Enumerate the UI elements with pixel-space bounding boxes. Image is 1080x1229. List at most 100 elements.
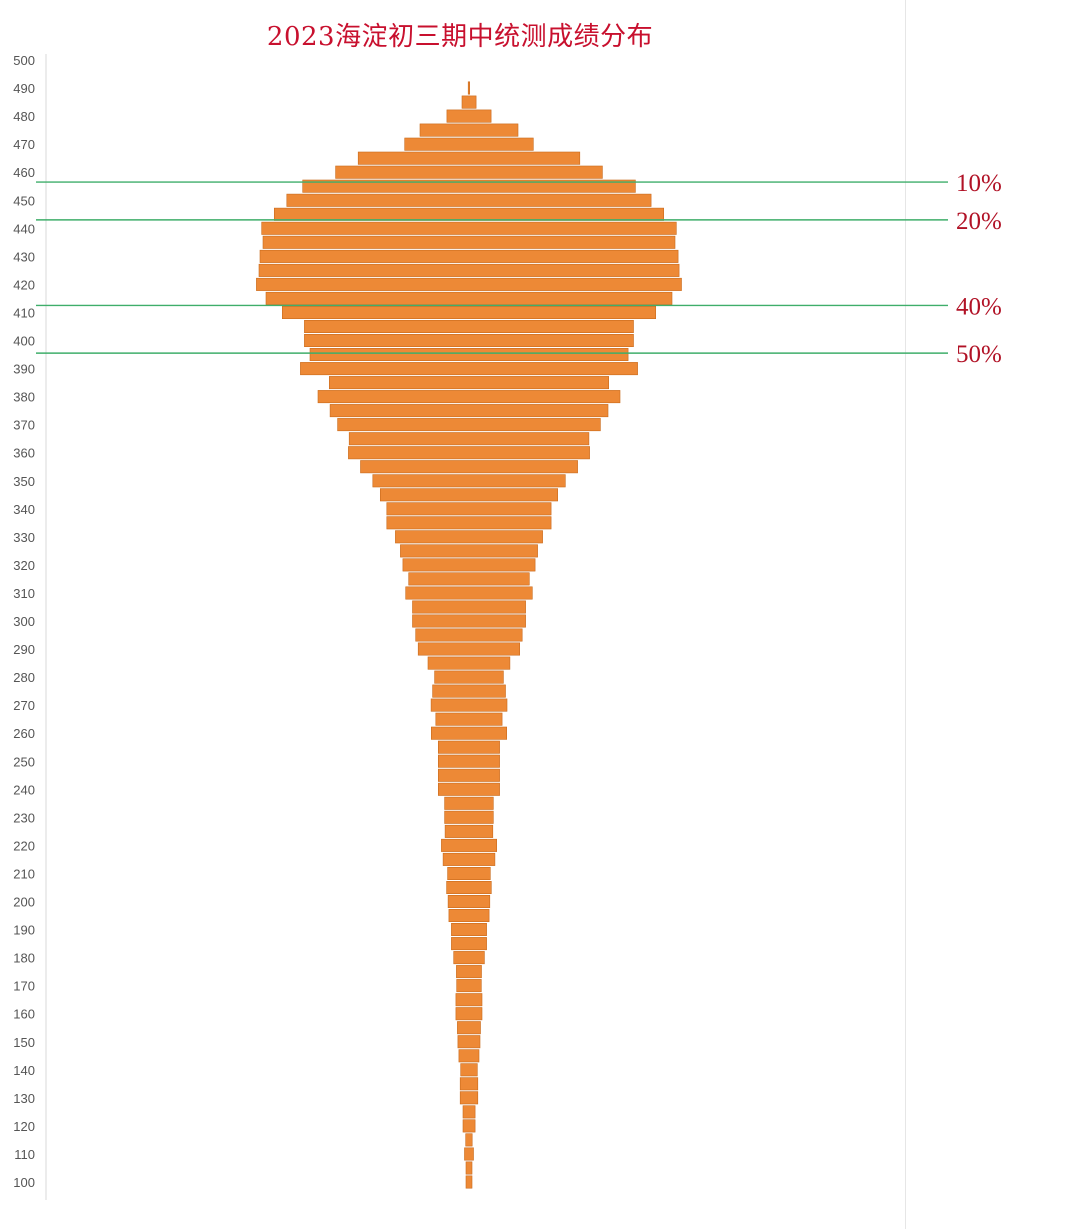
bar: [386, 502, 552, 516]
y-tick-label: 500: [13, 53, 35, 68]
bar: [328, 376, 609, 390]
y-tick-label: 210: [13, 866, 35, 881]
bar: [357, 151, 581, 165]
bar: [444, 810, 494, 824]
bar: [348, 446, 590, 460]
y-tick-label: 400: [13, 334, 35, 349]
bar: [265, 291, 673, 305]
y-tick-label: 290: [13, 642, 35, 657]
bar: [304, 333, 634, 347]
bar: [456, 979, 482, 993]
bar: [386, 516, 552, 530]
bar: [286, 193, 652, 207]
y-tick-label: 340: [13, 502, 35, 517]
bar: [460, 1063, 478, 1077]
y-tick-label: 470: [13, 137, 35, 152]
y-tick-label: 490: [13, 81, 35, 96]
percentile-label: 50%: [956, 341, 1002, 368]
bar: [415, 628, 523, 642]
bar: [329, 404, 609, 418]
bar: [302, 179, 636, 193]
y-tick-label: 390: [13, 362, 35, 377]
y-tick-label: 200: [13, 895, 35, 910]
bar: [261, 221, 677, 235]
bar: [451, 937, 487, 951]
percentile-label: 40%: [956, 293, 1002, 320]
bar: [379, 488, 558, 502]
bar: [417, 642, 521, 656]
bar: [437, 740, 500, 754]
y-tick-label: 190: [13, 923, 35, 938]
bar: [444, 796, 494, 810]
y-tick-label: 100: [13, 1175, 35, 1190]
bar: [430, 726, 507, 740]
bar: [434, 670, 504, 684]
y-tick-label: 430: [13, 249, 35, 264]
bar: [444, 824, 494, 838]
bar: [456, 965, 482, 979]
bar: [337, 418, 601, 432]
bar: [419, 123, 519, 137]
bar: [412, 614, 526, 628]
bar: [430, 698, 508, 712]
bar: [281, 305, 656, 319]
bar: [335, 165, 603, 179]
bar: [448, 908, 490, 922]
bar: [457, 1035, 481, 1049]
bar: [442, 852, 496, 866]
bar: [262, 235, 676, 249]
percentile-label: 20%: [956, 208, 1002, 235]
y-tick-label: 410: [13, 305, 35, 320]
bar: [455, 1007, 483, 1021]
bar: [317, 390, 621, 404]
y-tick-label: 140: [13, 1063, 35, 1078]
bar: [412, 600, 526, 614]
bar: [404, 137, 534, 151]
bar: [304, 319, 634, 333]
y-tick-label: 440: [13, 221, 35, 236]
bar: [258, 263, 680, 277]
y-tick-label: 380: [13, 390, 35, 405]
bar: [405, 586, 533, 600]
bar: [348, 432, 590, 446]
bar: [467, 81, 471, 95]
y-tick-label: 250: [13, 754, 35, 769]
y-tick-label: 130: [13, 1091, 35, 1106]
y-tick-label: 420: [13, 277, 35, 292]
y-tick-label: 150: [13, 1035, 35, 1050]
y-tick-label: 320: [13, 558, 35, 573]
y-tick-label: 360: [13, 446, 35, 461]
bar: [459, 1077, 479, 1091]
y-tick-label: 350: [13, 474, 35, 489]
bar: [447, 866, 491, 880]
bar: [437, 768, 500, 782]
bar: [309, 347, 629, 361]
y-tick-label: 310: [13, 586, 35, 601]
bar: [464, 1147, 474, 1161]
bar: [457, 1021, 481, 1035]
bar: [360, 460, 578, 474]
bar: [458, 1049, 480, 1063]
y-tick-label: 270: [13, 698, 35, 713]
y-tick-label: 180: [13, 951, 35, 966]
bar: [437, 754, 500, 768]
y-tick-label: 230: [13, 810, 35, 825]
y-tick-label: 110: [14, 1147, 35, 1162]
bar: [446, 880, 492, 894]
y-tick-label: 330: [13, 530, 35, 545]
chart-title: 2023海淀初三期中统测成绩分布: [266, 22, 654, 52]
bar: [465, 1161, 473, 1175]
y-tick-label: 280: [13, 670, 35, 685]
bar: [465, 1133, 473, 1147]
bar: [395, 530, 543, 544]
bar: [462, 1119, 476, 1133]
bar: [427, 656, 511, 670]
y-tick-label: 260: [13, 726, 35, 741]
y-tick-label: 460: [13, 165, 35, 180]
bar: [447, 894, 491, 908]
percentile-label: 10%: [956, 170, 1002, 197]
bar: [465, 1175, 473, 1189]
bar: [300, 362, 638, 376]
